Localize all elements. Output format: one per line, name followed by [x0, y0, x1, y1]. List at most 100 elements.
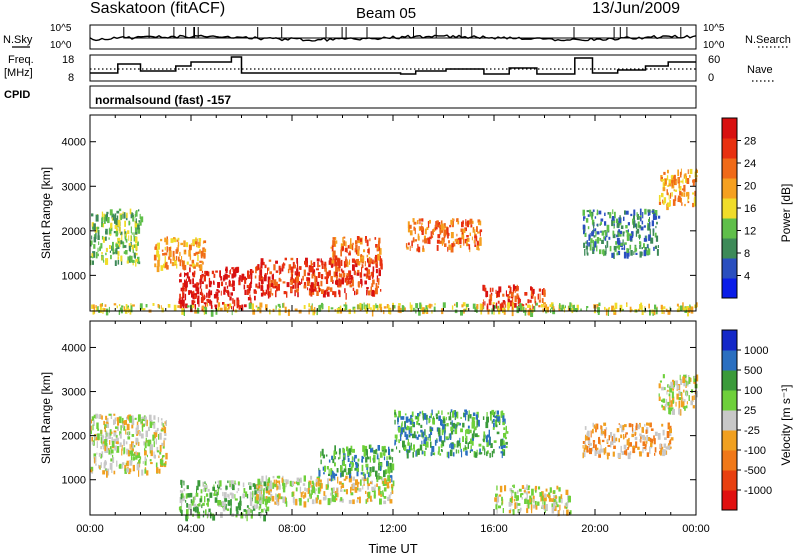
power-cell [407, 221, 410, 228]
power-cell [231, 267, 234, 270]
velocity-cell [102, 443, 105, 450]
velocity-cell [664, 449, 667, 456]
velocity-cell [601, 427, 603, 434]
velocity-cell [472, 416, 475, 423]
power-cell [680, 305, 683, 311]
power-cell [428, 303, 432, 309]
power-cell [599, 238, 602, 241]
power-cell [479, 229, 483, 233]
velocity-cell [383, 487, 387, 492]
power-cell [683, 184, 686, 192]
velocity-cell [584, 444, 587, 450]
velocity-cell [627, 447, 629, 450]
velocity-cell [469, 450, 471, 453]
velocity-cell [331, 470, 334, 476]
power-cell [651, 220, 654, 227]
power-cell [682, 302, 684, 308]
velocity-cell [156, 427, 159, 431]
power-cell [511, 309, 514, 317]
power-cell [152, 303, 155, 306]
power-cell [608, 307, 610, 310]
power-cell [298, 309, 302, 314]
power-cell [435, 221, 437, 228]
power-cell [636, 248, 638, 252]
velocity-cell [586, 432, 590, 437]
velocity-cell [268, 477, 271, 483]
velocity-cell [258, 496, 260, 502]
power-cell [633, 209, 635, 215]
power-cell [462, 302, 466, 307]
power-cell [314, 272, 316, 277]
velocity-cell [437, 451, 440, 455]
velocity-cell [694, 376, 696, 379]
power-cell [683, 307, 686, 311]
velocity-cell [90, 430, 92, 435]
power-cell [198, 283, 200, 286]
velocity-cell [412, 424, 415, 428]
velocity-cell [307, 498, 309, 503]
power-cell [654, 210, 658, 216]
velocity-cell [498, 505, 501, 509]
velocity-cell [367, 491, 371, 499]
velocity-cell [145, 437, 147, 442]
velocity-cell [600, 425, 602, 430]
power-cell [165, 239, 169, 245]
power-cell [341, 268, 343, 272]
velocity-cell [259, 500, 262, 505]
velocity-cell [384, 478, 387, 484]
velocity-cell [584, 426, 587, 430]
power-cell [177, 305, 180, 308]
power-cell [510, 296, 514, 299]
velocity-cell [538, 486, 541, 490]
power-cell [626, 303, 628, 307]
power-cell [331, 244, 334, 252]
power-cell [231, 273, 234, 279]
power-cell [362, 260, 364, 264]
power-cell [254, 290, 257, 294]
power-cell [505, 290, 507, 297]
velocity-cell [437, 410, 440, 414]
velocity-cell [502, 440, 505, 445]
power-cell [230, 292, 233, 296]
power-cell [616, 222, 620, 228]
power-cell [337, 267, 339, 270]
power-cell [278, 308, 281, 316]
velocity-cell [197, 504, 199, 507]
power-cell [310, 267, 313, 273]
power-cell [357, 269, 360, 273]
power-cell [317, 284, 320, 289]
power-cell [633, 215, 635, 222]
velocity-cell [237, 481, 240, 485]
power-cell [612, 230, 615, 236]
power-cell [317, 264, 321, 267]
power-cell [123, 251, 126, 254]
velocity-cell [549, 487, 552, 493]
power-cell [644, 208, 647, 215]
power-cell [532, 304, 533, 307]
velocity-cell [625, 449, 628, 456]
power-cell [260, 262, 263, 269]
power-cell [607, 212, 610, 215]
velocity-cell [535, 490, 537, 493]
velocity-cell [555, 499, 558, 505]
power-cell [194, 295, 197, 299]
power-cell [612, 209, 614, 215]
velocity-cell [545, 504, 548, 511]
velocity-colorbar-tick-label: -1000 [744, 485, 772, 497]
power-cell [231, 309, 233, 316]
power-cell [636, 212, 638, 217]
velocity-cell [565, 502, 569, 506]
velocity-cell [161, 455, 164, 459]
power-cell [284, 306, 287, 313]
velocity-cell [664, 404, 667, 408]
velocity-cell [352, 448, 355, 453]
velocity-cell [116, 441, 119, 444]
power-cell [314, 275, 316, 283]
velocity-cell [666, 431, 670, 438]
power-cell [502, 293, 505, 297]
power-cell [484, 301, 486, 306]
velocity-cell [185, 499, 187, 503]
power-cell [238, 280, 241, 286]
velocity-cell [122, 423, 124, 428]
velocity-cell [491, 420, 493, 424]
